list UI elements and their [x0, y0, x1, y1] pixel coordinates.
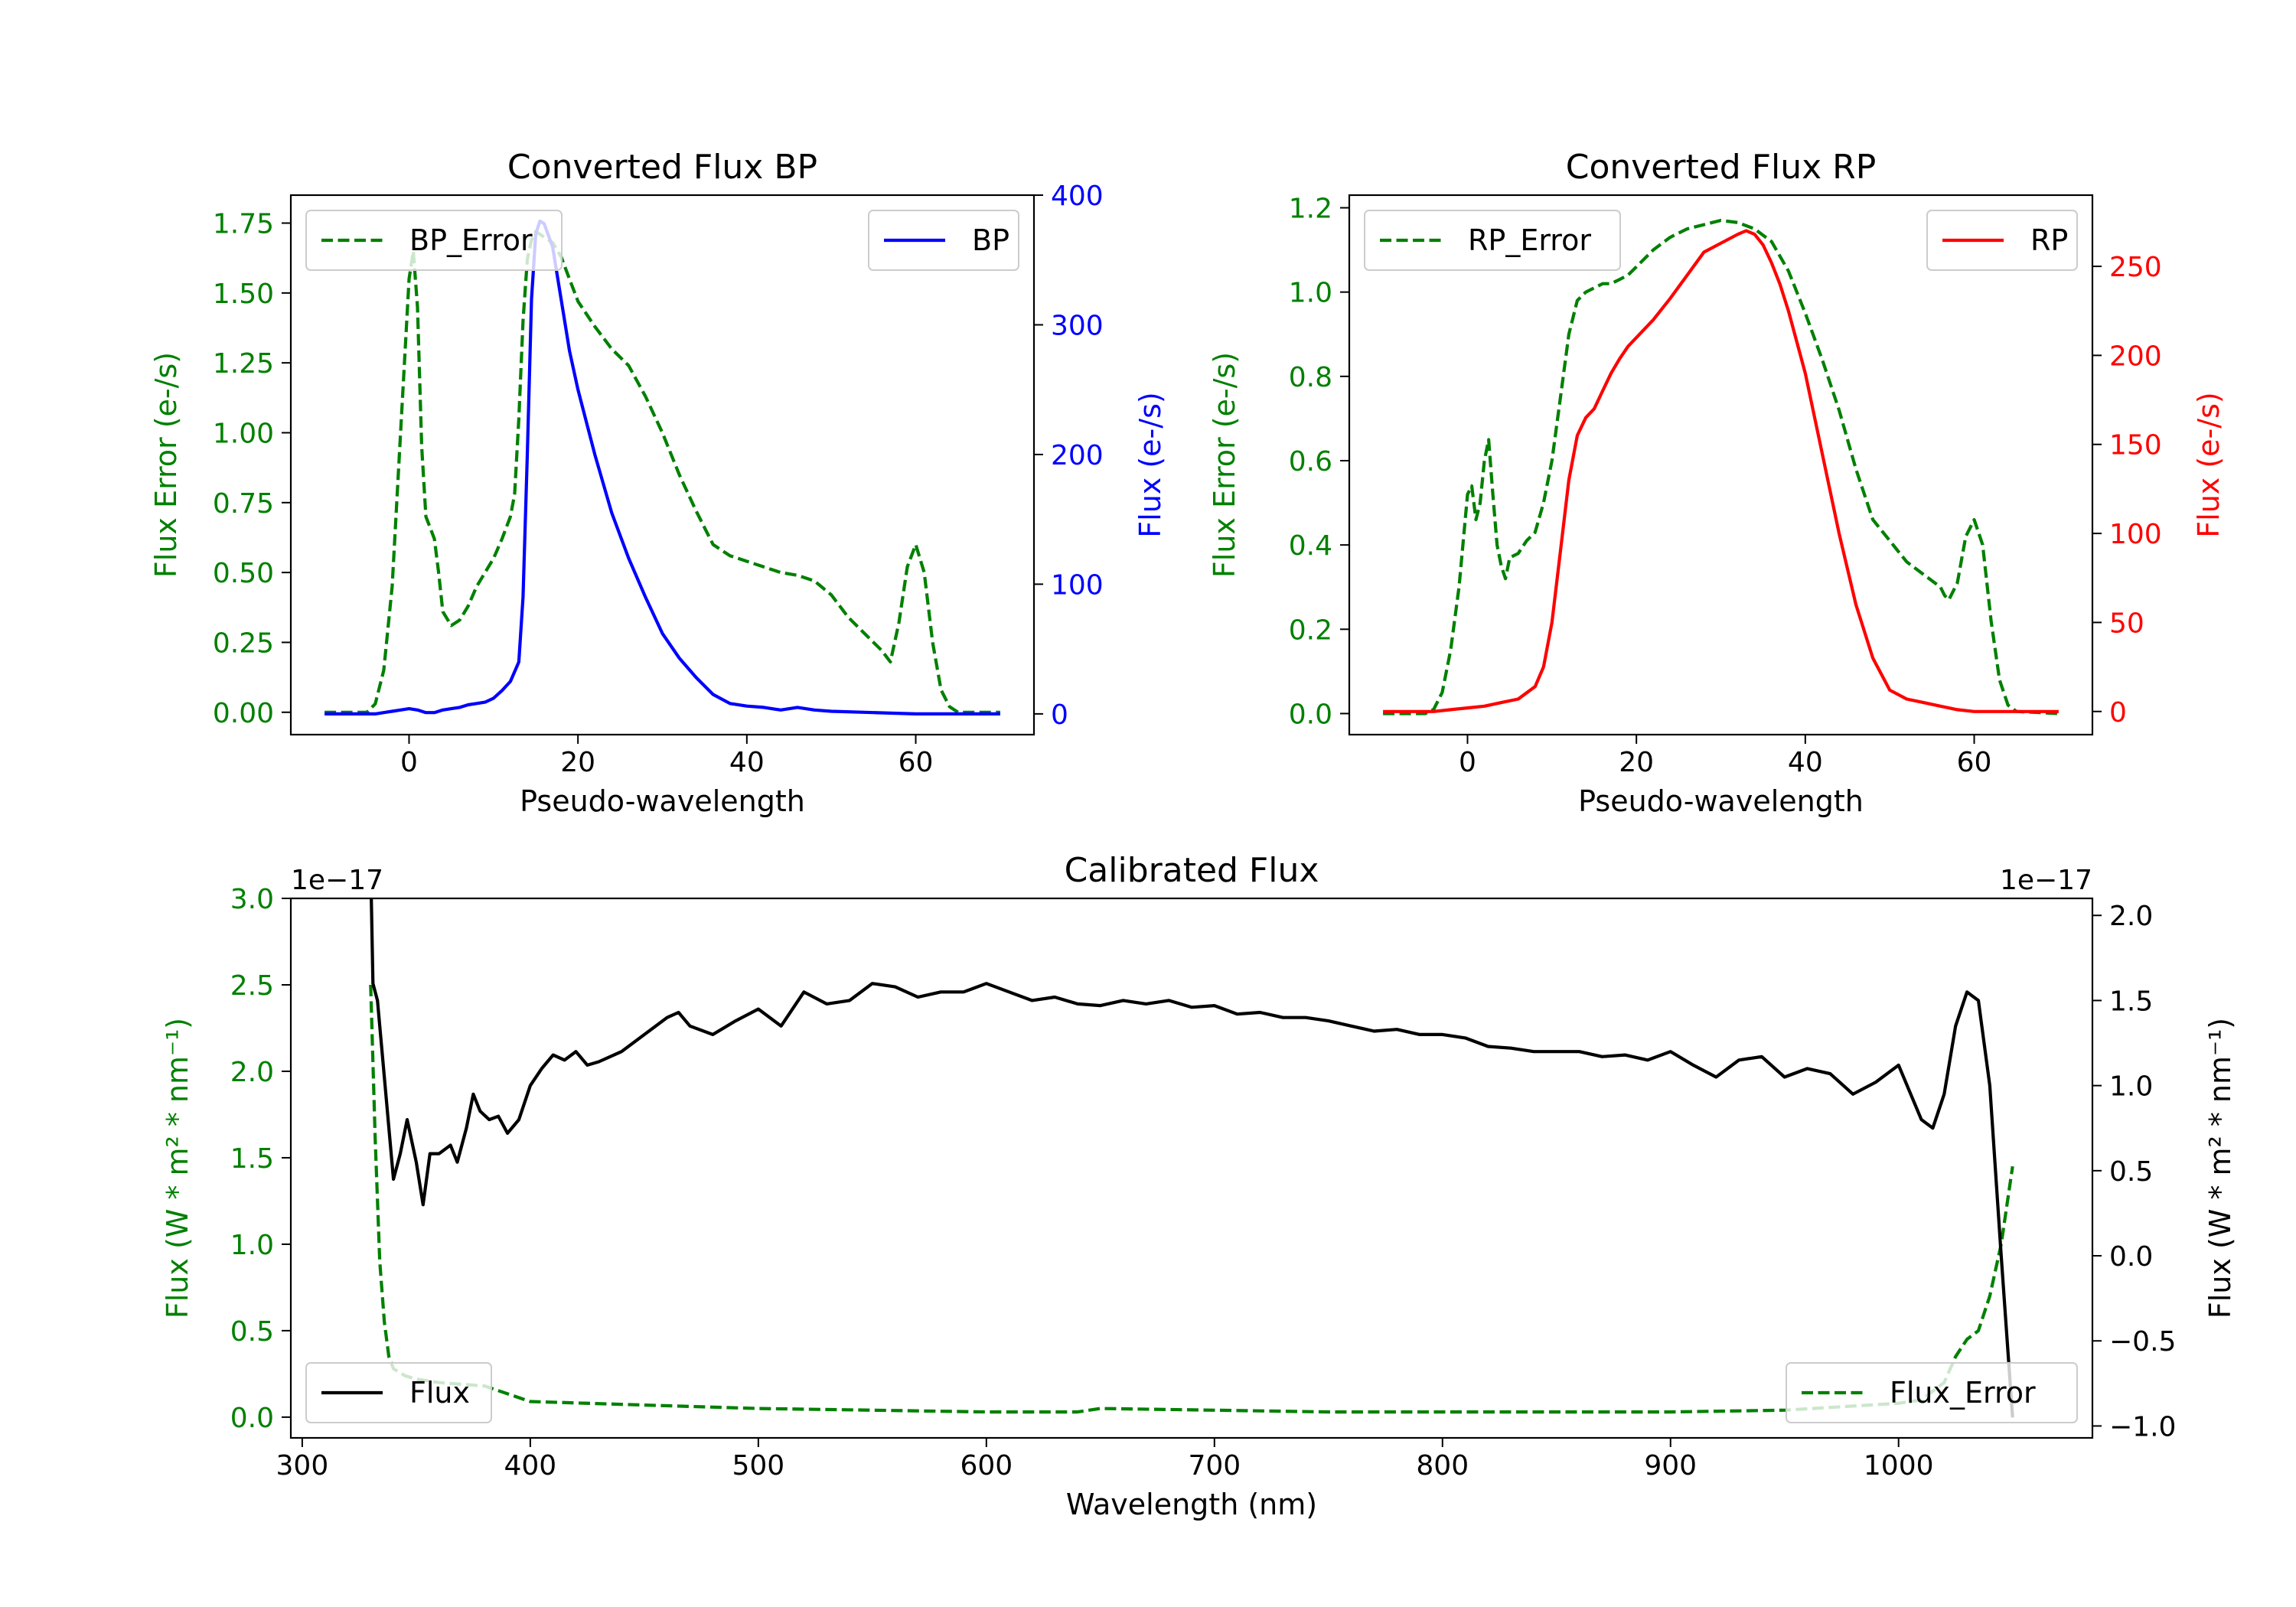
bp-ytick-right-label: 200: [1051, 440, 1104, 471]
rp-xtick-label: 40: [1788, 747, 1823, 778]
cal-xtick-label: 300: [276, 1450, 329, 1482]
rp-ytick-left-label: 0.2: [1289, 614, 1332, 646]
bp-ytick-left-label: 1.50: [213, 279, 274, 310]
cal-xtick-label: 500: [732, 1450, 784, 1482]
bp-ytick-right-label: 100: [1051, 569, 1104, 601]
bp-ylabel-right: Flux (e-/s): [1133, 392, 1167, 537]
rp-ytick-left-label: 0.6: [1289, 446, 1332, 478]
rp-title: Converted Flux RP: [1566, 148, 1877, 187]
cal-title: Calibrated Flux: [1065, 851, 1319, 890]
bp-legend-left-box: [305, 210, 563, 271]
rp-xtick-label: 60: [1957, 747, 1992, 778]
cal-series-flux: [370, 898, 2014, 1418]
cal-xtick-label: 800: [1416, 1450, 1469, 1482]
rp-legend-right-label: RP: [2030, 223, 2068, 257]
rp-ytick-left-label: 1.0: [1289, 278, 1332, 309]
rp-ytick-left-label: 0.0: [1289, 699, 1332, 730]
bp-ytick-right-label: 300: [1051, 310, 1104, 341]
rp-ytick-left-label: 0.4: [1289, 530, 1332, 562]
rp-ytick-right-label: 150: [2109, 430, 2162, 461]
bp-ytick-left-label: 0.50: [213, 558, 274, 589]
rp-ylabel-left: Flux Error (e-/s): [1208, 352, 1241, 578]
rp-ytick-right-label: 100: [2109, 519, 2162, 550]
rp-xtick-label: 0: [1459, 747, 1476, 778]
rp-xlabel: Pseudo-wavelength: [1578, 784, 1864, 818]
cal-ytick-right-label: −0.5: [2109, 1326, 2176, 1358]
cal-legend-left-box: [305, 1362, 492, 1423]
cal-xtick-label: 900: [1644, 1450, 1697, 1482]
rp-series-rp-error: [1383, 218, 2060, 715]
bp-legend-right-label: BP: [972, 223, 1009, 257]
rp-legend-left-label: RP_Error: [1468, 223, 1591, 257]
cal-ytick-right-label: 0.0: [2109, 1241, 2153, 1273]
bp-legend-left-label: BP_Error: [409, 223, 533, 257]
rp-series-rp: [1383, 229, 2059, 713]
rp-ytick-right-label: 250: [2109, 252, 2162, 283]
cal-legend-right-label: Flux_Error: [1890, 1376, 2036, 1410]
cal-xtick-label: 400: [504, 1450, 557, 1482]
rp-ytick-left-label: 1.2: [1289, 194, 1332, 225]
bp-xtick-label: 60: [899, 747, 934, 778]
bp-xtick-label: 0: [400, 747, 418, 778]
bp-xlabel: Pseudo-wavelength: [520, 784, 805, 818]
rp-panel: 0 20 40 60 0.0 0.2 0.4 0.6 0.8 1.0 1.2 0 50 100 150 200…: [1208, 148, 2226, 818]
cal-ytick-right-label: 1.5: [2109, 986, 2153, 1017]
cal-legend-right-box: [1786, 1362, 2078, 1423]
rp-legend-left-box: [1364, 210, 1621, 271]
bp-xtick-label: 20: [560, 747, 595, 778]
cal-legend-left-label: Flux: [409, 1376, 470, 1410]
cal-ylabel-left: Flux (W * m² * nm⁻¹): [161, 1018, 194, 1319]
cal-xtick-label: 1000: [1864, 1450, 1934, 1482]
bp-ytick-left-label: 1.00: [213, 418, 274, 449]
cal-ytick-right-label: 0.5: [2109, 1156, 2153, 1188]
bp-axes-frame: [289, 194, 1035, 736]
rp-ytick-left-label: 0.8: [1289, 362, 1332, 393]
rp-ylabel-right: Flux (e-/s): [2192, 392, 2226, 537]
bp-ytick-left-label: 0.25: [213, 627, 274, 659]
rp-ytick-right-label: 200: [2109, 341, 2162, 372]
cal-ytick-left-label: 2.0: [230, 1057, 274, 1088]
cal-ytick-left-label: 2.5: [230, 970, 274, 1002]
cal-offset-right: 1e−17: [2000, 865, 2092, 896]
bp-xtick-label: 40: [729, 747, 765, 778]
cal-ytick-left-label: 3.0: [230, 884, 274, 915]
bp-ytick-left-label: 0.75: [213, 488, 274, 520]
bp-ytick-right-label: 400: [1051, 181, 1104, 212]
bp-ytick-left-label: 0.00: [213, 698, 274, 729]
calibrated-panel: 300 400 500 600 700 800 900 1000 0.0 0.5 1.0 1.5 2.0…: [161, 851, 2237, 1521]
cal-ytick-right-label: 1.0: [2109, 1071, 2153, 1103]
bp-panel: 0 20 40 60 0.00 0.25 0.50 0.75 1.00 1.25 1.50 1.75 0…: [149, 148, 1167, 818]
cal-offset-left: 1e−17: [291, 865, 383, 896]
cal-ytick-left-label: 0.0: [230, 1403, 274, 1434]
cal-ytick-right-label: −1.0: [2109, 1411, 2176, 1442]
cal-xtick-label: 600: [960, 1450, 1013, 1482]
cal-ylabel-right: Flux (W * m² * nm⁻¹): [2203, 1018, 2237, 1319]
bp-ytick-right-label: 0: [1051, 699, 1068, 731]
rp-xtick-label: 20: [1619, 747, 1654, 778]
bp-ylabel-left: Flux Error (e-/s): [149, 352, 183, 578]
cal-xtick-label: 700: [1188, 1450, 1241, 1482]
bp-title: Converted Flux BP: [507, 148, 817, 187]
rp-axes-frame: [1348, 194, 2094, 736]
cal-xlabel: Wavelength (nm): [1066, 1488, 1317, 1521]
cal-ytick-right-label: 2.0: [2109, 901, 2153, 932]
cal-axes-frame: [289, 897, 2094, 1439]
cal-ytick-left-label: 0.5: [230, 1316, 274, 1348]
rp-ytick-right-label: 0: [2109, 697, 2127, 729]
bp-ytick-left-label: 1.75: [213, 209, 274, 240]
cal-ytick-left-label: 1.5: [230, 1143, 274, 1175]
rp-ytick-right-label: 50: [2109, 608, 2144, 639]
cal-ytick-left-label: 1.0: [230, 1230, 274, 1261]
bp-ytick-left-label: 1.25: [213, 348, 274, 380]
